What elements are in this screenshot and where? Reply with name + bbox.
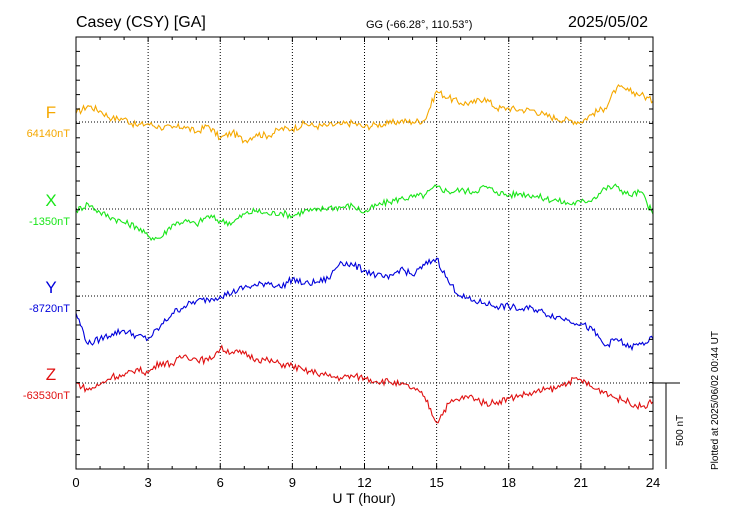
series-name-f: F (46, 103, 56, 122)
grid (147, 37, 582, 469)
series-name-z: Z (46, 365, 56, 384)
x-tick-label: 9 (289, 475, 296, 490)
x-tick-label: 15 (429, 475, 443, 490)
chart-date: 2025/05/02 (568, 14, 648, 31)
series-name-x: X (45, 191, 56, 210)
x-tick-label: 6 (217, 475, 224, 490)
series-line-z (75, 344, 654, 424)
series-baseline-z: -63530nT (23, 390, 70, 402)
x-axis-label: U T (hour) (332, 490, 395, 506)
series-baseline-x: -1350nT (29, 216, 70, 228)
x-tick-label: 24 (646, 475, 660, 490)
scale-bar: 500 nT (653, 382, 686, 469)
series-baseline-y: -8720nT (29, 303, 70, 315)
x-ticks: 0 3 6 9 12 15 18 21 24 (72, 37, 660, 490)
scale-bar-label: 500 nT (675, 415, 686, 446)
x-tick-label: 21 (574, 475, 588, 490)
chart-title: Casey (CSY) [GA] (76, 14, 206, 31)
chart-subtitle: GG (-66.28°, 110.53°) (366, 19, 472, 31)
x-tick-label: 12 (357, 475, 371, 490)
series-baseline-f: 64140nT (27, 128, 71, 140)
series-line-x (75, 183, 654, 242)
series-lines (75, 83, 654, 424)
series-labels: F 64140nT X -1350nT Y -8720nT Z -63530nT (23, 103, 70, 402)
series-line-f (75, 83, 654, 144)
series-line-y (75, 257, 654, 352)
x-tick-label: 3 (145, 475, 152, 490)
baselines (76, 121, 653, 384)
x-tick-label: 18 (502, 475, 516, 490)
series-name-y: Y (45, 278, 56, 297)
x-tick-label: 0 (72, 475, 79, 490)
plotted-at-note: Plotted at 2025/06/02 00:44 UT (710, 331, 721, 470)
